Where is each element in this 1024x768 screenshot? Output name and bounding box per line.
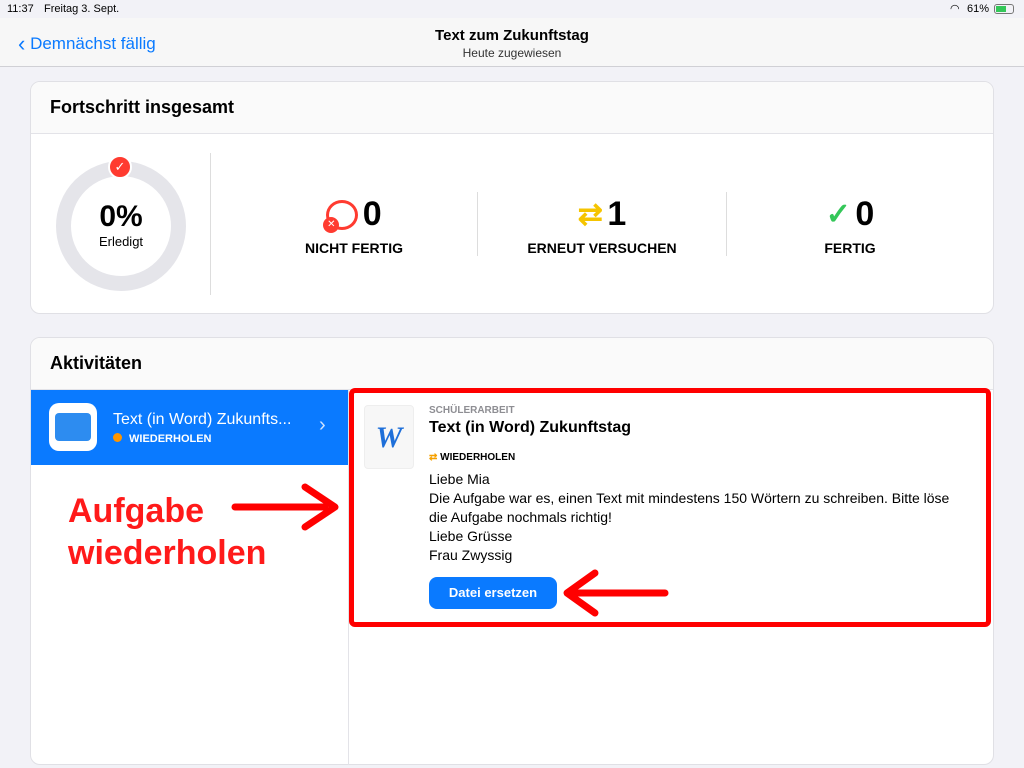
person-x-icon: ✕ <box>323 199 359 233</box>
activity-status: WIEDERHOLEN <box>113 433 212 445</box>
annotation-arrow-left-icon <box>563 569 669 617</box>
battery-icon <box>994 4 1014 14</box>
stat-retry: ⇄ 1 ERNEUT VERSUCHEN <box>502 195 702 256</box>
checkmark-icon: ✓ <box>825 198 851 231</box>
divider <box>348 389 349 765</box>
stat-done: ✓ 0 FERTIG <box>750 195 950 256</box>
divider <box>726 192 727 256</box>
detail-status: ⇄ WIEDERHOLEN <box>429 452 515 463</box>
stat-not-done: ✕ 0 NICHT FERTIG <box>254 195 454 256</box>
detail-title: Text (in Word) Zukunftstag <box>429 419 632 436</box>
progress-card: Fortschritt insgesamt <box>30 81 994 314</box>
time: 11:37 <box>7 3 34 15</box>
stat-label: FERTIG <box>824 240 876 256</box>
nav-bar: ‹ Demnächst fällig Text zum Zukunftstag … <box>0 18 1024 67</box>
chevron-left-icon: ‹ <box>18 31 26 56</box>
battery-level: 61% <box>967 3 990 15</box>
detail-kicker: SCHÜLERARBEIT <box>429 405 515 416</box>
stat-label: ERNEUT VERSUCHEN <box>527 240 677 256</box>
check-badge-icon: ✓ <box>108 155 132 179</box>
word-file-icon[interactable]: W <box>364 405 414 469</box>
activities-title: Aktivitäten <box>31 338 993 390</box>
status-label: WIEDERHOLEN <box>440 452 516 463</box>
stat-value: 0 <box>362 195 382 233</box>
message-line: Liebe Grüsse <box>429 528 513 544</box>
divider <box>477 192 478 256</box>
progress-percent: 0% <box>99 200 143 233</box>
back-label: Demnächst fällig <box>30 34 156 53</box>
progress-percent-label: Erledigt <box>98 234 144 249</box>
stat-value: 1 <box>607 195 627 233</box>
activity-title: Text (in Word) Zukunfts... <box>113 411 292 428</box>
message-line: Liebe Mia <box>429 471 490 487</box>
wifi-icon: ◠ <box>950 3 960 15</box>
date: Freitag 3. Sept. <box>44 3 120 15</box>
retry-icon: ⇄ <box>429 452 441 463</box>
annotation-highlight-box <box>349 388 991 627</box>
progress-title: Fortschritt insgesamt <box>31 82 993 134</box>
divider <box>210 153 211 295</box>
status-label: WIEDERHOLEN <box>129 433 212 445</box>
files-app-icon <box>49 403 97 451</box>
activity-item[interactable]: Text (in Word) Zukunfts... WIEDERHOLEN › <box>31 390 348 465</box>
back-button[interactable]: ‹ Demnächst fällig <box>18 31 156 57</box>
stat-value: 0 <box>855 195 875 233</box>
annotation-text: Aufgabe wiederholen <box>68 490 266 574</box>
annotation-arrow-right-icon <box>231 483 339 531</box>
message-line: die Aufgabe nochmals richtig! <box>429 509 612 525</box>
retry-icon: ⇄ <box>577 198 603 231</box>
stat-label: NICHT FERTIG <box>305 240 403 256</box>
annotation-line: Aufgabe <box>68 492 204 530</box>
replace-file-button[interactable]: Datei ersetzen <box>429 577 557 609</box>
page-subtitle: Heute zugewiesen <box>462 46 562 60</box>
teacher-message: Liebe Mia Die Aufgabe war es, einen Text… <box>429 470 949 565</box>
message-line: Frau Zwyssig <box>429 547 513 563</box>
status-dot-icon <box>113 433 122 442</box>
chevron-right-icon: › <box>319 414 326 436</box>
annotation-line: wiederholen <box>68 534 267 572</box>
message-line: Die Aufgabe war es, einen Text mit minde… <box>429 490 950 506</box>
status-bar: 11:37 Freitag 3. Sept. ◠ 61% <box>0 0 1024 18</box>
page-title: Text zum Zukunftstag <box>435 27 589 44</box>
